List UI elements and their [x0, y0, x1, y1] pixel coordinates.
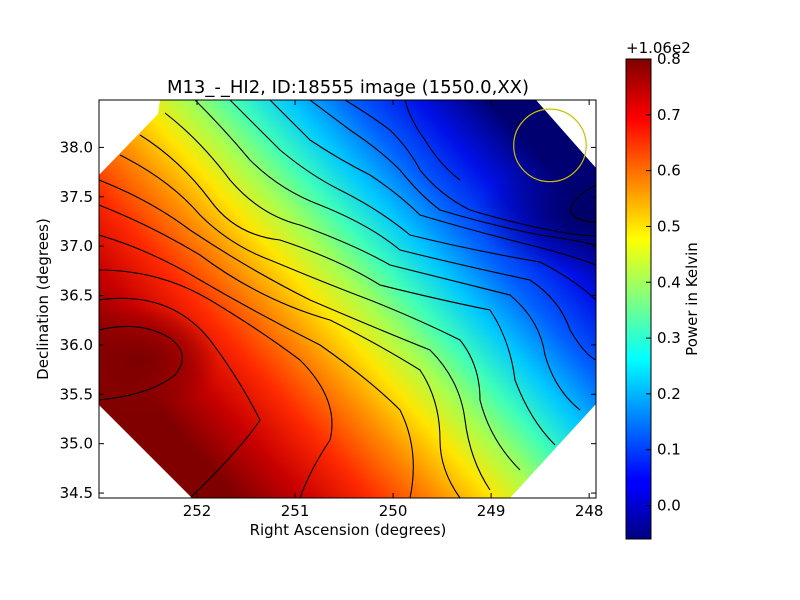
contour-line: [404, 100, 461, 181]
colorbar: 0.0 0.1 0.2 0.3 0.4 0.5 0.6 0.7 0.8 +1.06e2 Powe…: [625, 39, 701, 540]
colorbar-tick-label: 0.7: [657, 106, 681, 124]
colorbar-label: Power in Kelvin: [683, 242, 701, 356]
beam-circle: [513, 108, 587, 183]
contour-line: [139, 134, 556, 446]
contour-line: [99, 234, 414, 498]
contour-line: [99, 179, 491, 491]
contour-line: [164, 112, 581, 411]
y-tick-label: 37.5: [60, 188, 93, 206]
colorbar-ticks: 0.0 0.1 0.2 0.3 0.4 0.5 0.6 0.7 0.8: [646, 50, 681, 515]
y-tick-label: 35.0: [60, 435, 93, 453]
plot-frame: [98, 99, 597, 499]
heatmap-field: [99, 100, 596, 498]
x-tick-label: 248: [575, 502, 604, 520]
colorbar-offset: +1.06e2: [626, 39, 691, 57]
x-tick-label: 249: [477, 502, 506, 520]
y-axis: 34.5 35.0 35.5 36.0 36.5 37.0 37.5 38.0: [60, 138, 596, 502]
contour-line: [269, 100, 596, 266]
colorbar-tick-label: 0.3: [657, 329, 681, 347]
y-axis-label: Declination (degrees): [34, 218, 52, 380]
x-tick-label: 252: [183, 502, 212, 520]
y-tick-label: 38.0: [60, 138, 93, 156]
y-tick-label: 37.0: [60, 237, 93, 255]
y-tick-label: 34.5: [60, 484, 93, 502]
colorbar-tick-label: 0.1: [657, 441, 681, 459]
contour-line: [119, 154, 521, 471]
contour-line: [344, 100, 596, 237]
colorbar-tick-label: 0.8: [657, 50, 681, 68]
contour-line: [569, 184, 596, 223]
x-tick-label: 251: [281, 502, 310, 520]
colorbar-gradient: [625, 58, 652, 540]
colorbar-tick-label: 0.5: [657, 217, 681, 235]
contour-line: [99, 325, 183, 401]
y-tick-label: 36.5: [60, 287, 93, 305]
colorbar-tick-label: 0.0: [657, 497, 681, 515]
colorbar-tick-label: 0.6: [657, 162, 681, 180]
x-axis-label: Right Ascension (degrees): [250, 521, 447, 539]
contour-line: [99, 204, 461, 498]
x-tick-label: 250: [379, 502, 408, 520]
y-tick-label: 36.0: [60, 336, 93, 354]
colorbar-tick-label: 0.2: [657, 385, 681, 403]
heatmap-maximum: [99, 305, 220, 415]
colorbar-tick-label: 0.4: [657, 273, 681, 291]
chart-title: M13_-_HI2, ID:18555 image (1550.0,XX): [167, 77, 529, 98]
plot-area: 252 251 250 249 248 34.5 35.0 35.5 36.0 36.5 37.0…: [60, 99, 604, 520]
contour-line: [99, 297, 261, 498]
y-tick-label: 35.5: [60, 385, 93, 403]
contour-line: [99, 269, 333, 498]
contour-line: [229, 100, 596, 301]
contour-line: [309, 100, 596, 246]
x-axis: 252 251 250 249 248: [183, 100, 604, 520]
contour-line: [194, 100, 596, 361]
contour-lines: [99, 100, 596, 498]
